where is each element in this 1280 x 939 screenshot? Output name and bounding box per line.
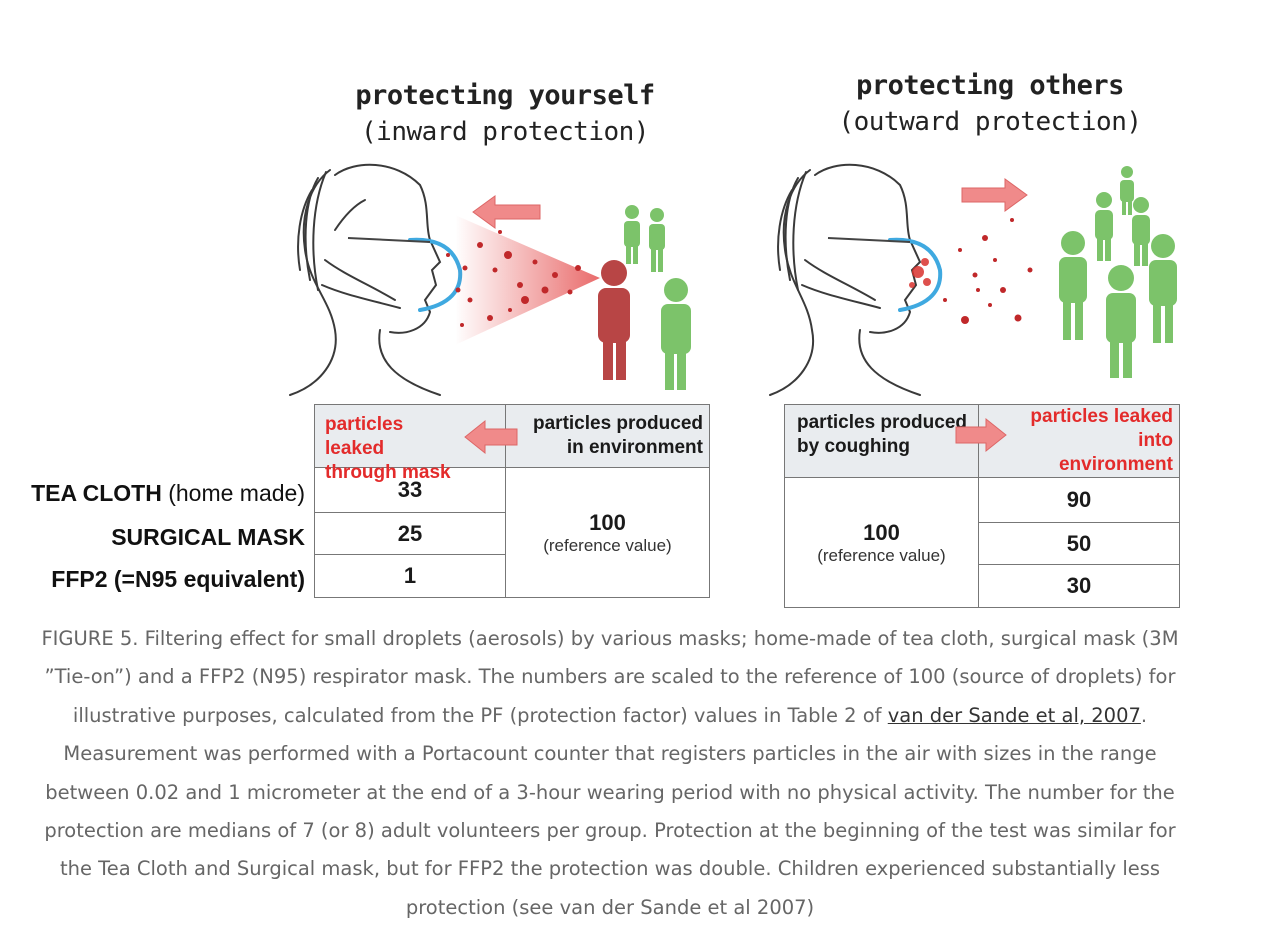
left-value-surgical: 25 [314, 512, 506, 555]
left-reference-label: (reference value) [543, 535, 672, 555]
aerosol-cone [455, 215, 600, 345]
right-table: particles produced by coughing particles… [784, 404, 1181, 608]
right-reference-cell: 100 (reference value) [784, 477, 979, 608]
left-heading: protecting yourself (inward protection) [300, 80, 710, 147]
right-value-ffp2: 30 [977, 564, 1181, 608]
right-reference-label: (reference value) [817, 545, 946, 565]
right-mask-icon [888, 237, 943, 312]
right-value-tea-cloth: 90 [977, 477, 1181, 523]
left-header-produced: particles produced in environment [504, 404, 711, 468]
right-aerosol-dots [943, 218, 1033, 324]
right-head-illustration [769, 163, 922, 396]
left-header-leaked: particles leaked through mask [314, 404, 518, 483]
row-label-tea-cloth: TEA CLOTH (home made) [31, 480, 305, 506]
left-green-people-icons [624, 205, 691, 390]
right-header-arrow-icon [955, 417, 1007, 453]
right-header-leaked: particles leaked into environment [977, 404, 1181, 478]
illustration [289, 163, 1177, 396]
left-title: protecting yourself [355, 80, 655, 111]
right-header-produced: particles produced by coughing [784, 404, 1007, 478]
figure-caption: FIGURE 5. Filtering effect for small dro… [30, 620, 1190, 927]
right-title: protecting others [856, 70, 1124, 101]
left-red-person-icon [598, 260, 630, 380]
caption-part-2: . Measurement was performed with a Porta… [44, 703, 1176, 919]
left-reference-cell: 100 (reference value) [504, 467, 711, 598]
row-label-surgical: SURGICAL MASK [111, 524, 305, 550]
right-reference-value: 100 [863, 519, 900, 545]
left-arrow-icon [472, 195, 541, 229]
row-label-ffp2: FFP2 (=N95 equivalent) [51, 566, 305, 592]
left-value-ffp2: 1 [314, 554, 506, 598]
right-value-surgical: 50 [977, 522, 1181, 565]
left-header-arrow-icon [464, 419, 518, 455]
left-aerosol-dots [446, 230, 581, 327]
left-head-illustration [289, 163, 442, 396]
cough-spray-icon [909, 258, 931, 288]
right-green-people-icons [1059, 166, 1177, 378]
left-subtitle: (inward protection) [361, 117, 649, 147]
right-arrow-icon [961, 178, 1028, 212]
right-heading: protecting others (outward protection) [780, 70, 1200, 137]
caption-part-1: FIGURE 5. Filtering effect for small dro… [41, 627, 1179, 727]
left-reference-value: 100 [589, 509, 626, 535]
left-value-tea-cloth: 33 [314, 467, 506, 513]
right-subtitle: (outward protection) [838, 107, 1142, 137]
caption-citation-link[interactable]: van der Sande et al, 2007 [887, 703, 1141, 727]
left-table: particles leaked through mask particles … [314, 404, 711, 598]
